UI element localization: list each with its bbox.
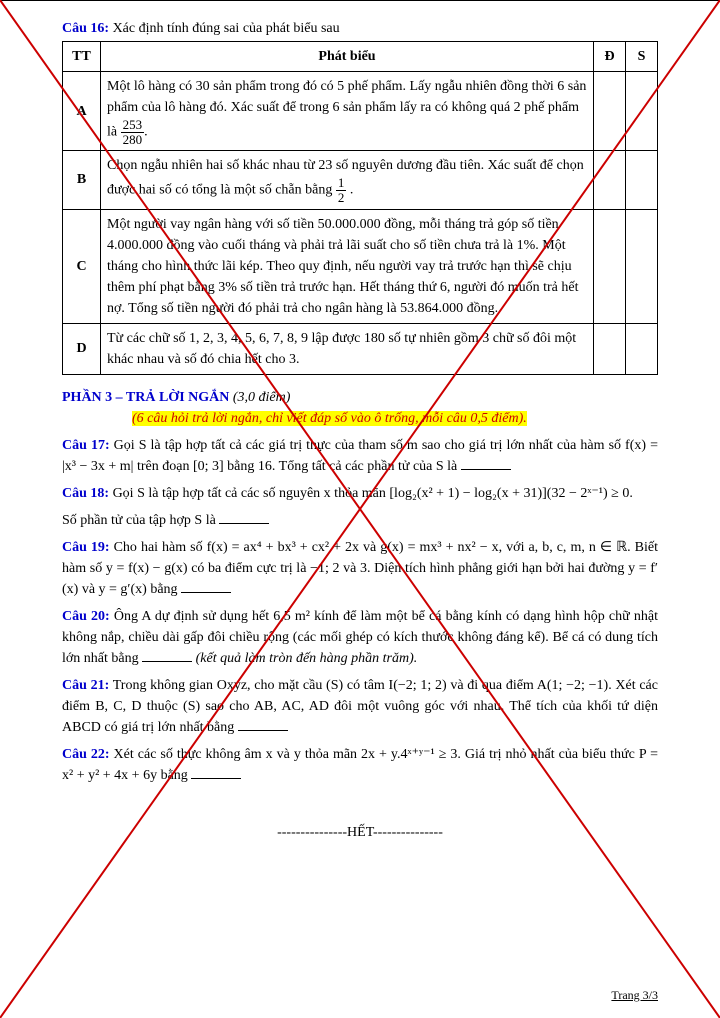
table-row: A Một lô hàng có 30 sản phẩm trong đó có… <box>63 72 658 151</box>
q21: Câu 21: Trong không gian Oxyz, cho mặt c… <box>62 675 658 738</box>
cell-tt: D <box>63 323 101 374</box>
q16-label: Câu 16: <box>62 21 109 36</box>
section3-header: PHẦN 3 – TRẢ LỜI NGẮN (3,0 điểm) <box>62 387 658 408</box>
q17: Câu 17: Gọi S là tập hợp tất cả các giá … <box>62 435 658 477</box>
q18-label: Câu 18: <box>62 486 109 501</box>
q19: Câu 19: Cho hai hàm số f(x) = ax⁴ + bx³ … <box>62 537 658 600</box>
cell-tt: B <box>63 151 101 209</box>
section3-note: (6 câu hỏi trả lời ngắn, chỉ viết đáp số… <box>132 411 527 426</box>
cell-d <box>594 323 626 374</box>
cell-d <box>594 151 626 209</box>
th-d: Đ <box>594 42 626 72</box>
cell-stmt: Một lô hàng có 30 sản phẩm trong đó có 5… <box>101 72 594 151</box>
cell-s <box>626 72 658 151</box>
blank <box>238 730 288 731</box>
cell-s <box>626 209 658 323</box>
cell-d <box>594 72 626 151</box>
table-row: B Chọn ngẫu nhiên hai số khác nhau từ 23… <box>63 151 658 209</box>
q19-label: Câu 19: <box>62 540 110 555</box>
q17-label: Câu 17: <box>62 438 110 453</box>
q18b: Số phần tử của tập hợp S là <box>62 510 658 531</box>
cell-s <box>626 323 658 374</box>
section3-pts: (3,0 điểm) <box>233 390 291 405</box>
blank <box>219 523 269 524</box>
q21-label: Câu 21: <box>62 678 109 693</box>
q22-label: Câu 22: <box>62 747 110 762</box>
table-row: D Từ các chữ số 1, 2, 3, 4, 5, 6, 7, 8, … <box>63 323 658 374</box>
blank <box>461 469 511 470</box>
cell-stmt: Từ các chữ số 1, 2, 3, 4, 5, 6, 7, 8, 9 … <box>101 323 594 374</box>
table-row: C Một người vay ngân hàng với số tiền 50… <box>63 209 658 323</box>
th-tt: TT <box>63 42 101 72</box>
q16-header: Câu 16: Xác định tính đúng sai của phát … <box>62 18 658 39</box>
page-number: Trang 3/3 <box>611 986 658 1004</box>
q20-label: Câu 20: <box>62 609 110 624</box>
th-s: S <box>626 42 658 72</box>
blank <box>142 661 192 662</box>
q20: Câu 20: Ông A dự định sử dụng hết 6,5 m²… <box>62 606 658 669</box>
cell-s <box>626 151 658 209</box>
q18: Câu 18: Gọi S là tập hợp tất cả các số n… <box>62 483 658 504</box>
section3-note-row: (6 câu hỏi trả lời ngắn, chỉ viết đáp số… <box>62 408 658 429</box>
cell-stmt: Chọn ngẫu nhiên hai số khác nhau từ 23 s… <box>101 151 594 209</box>
cell-stmt: Một người vay ngân hàng với số tiền 50.0… <box>101 209 594 323</box>
cell-tt: C <box>63 209 101 323</box>
end-marker: ---------------HẾT--------------- <box>62 822 658 843</box>
q22: Câu 22: Xét các số thực không âm x và y … <box>62 744 658 786</box>
cell-tt: A <box>63 72 101 151</box>
q16-prompt: Xác định tính đúng sai của phát biểu sau <box>113 21 340 36</box>
blank <box>181 592 231 593</box>
cell-d <box>594 209 626 323</box>
th-stmt: Phát biểu <box>101 42 594 72</box>
section3-label: PHẦN 3 – TRẢ LỜI NGẮN <box>62 390 229 405</box>
blank <box>191 778 241 779</box>
q16-table: TT Phát biểu Đ S A Một lô hàng có 30 sản… <box>62 41 658 375</box>
